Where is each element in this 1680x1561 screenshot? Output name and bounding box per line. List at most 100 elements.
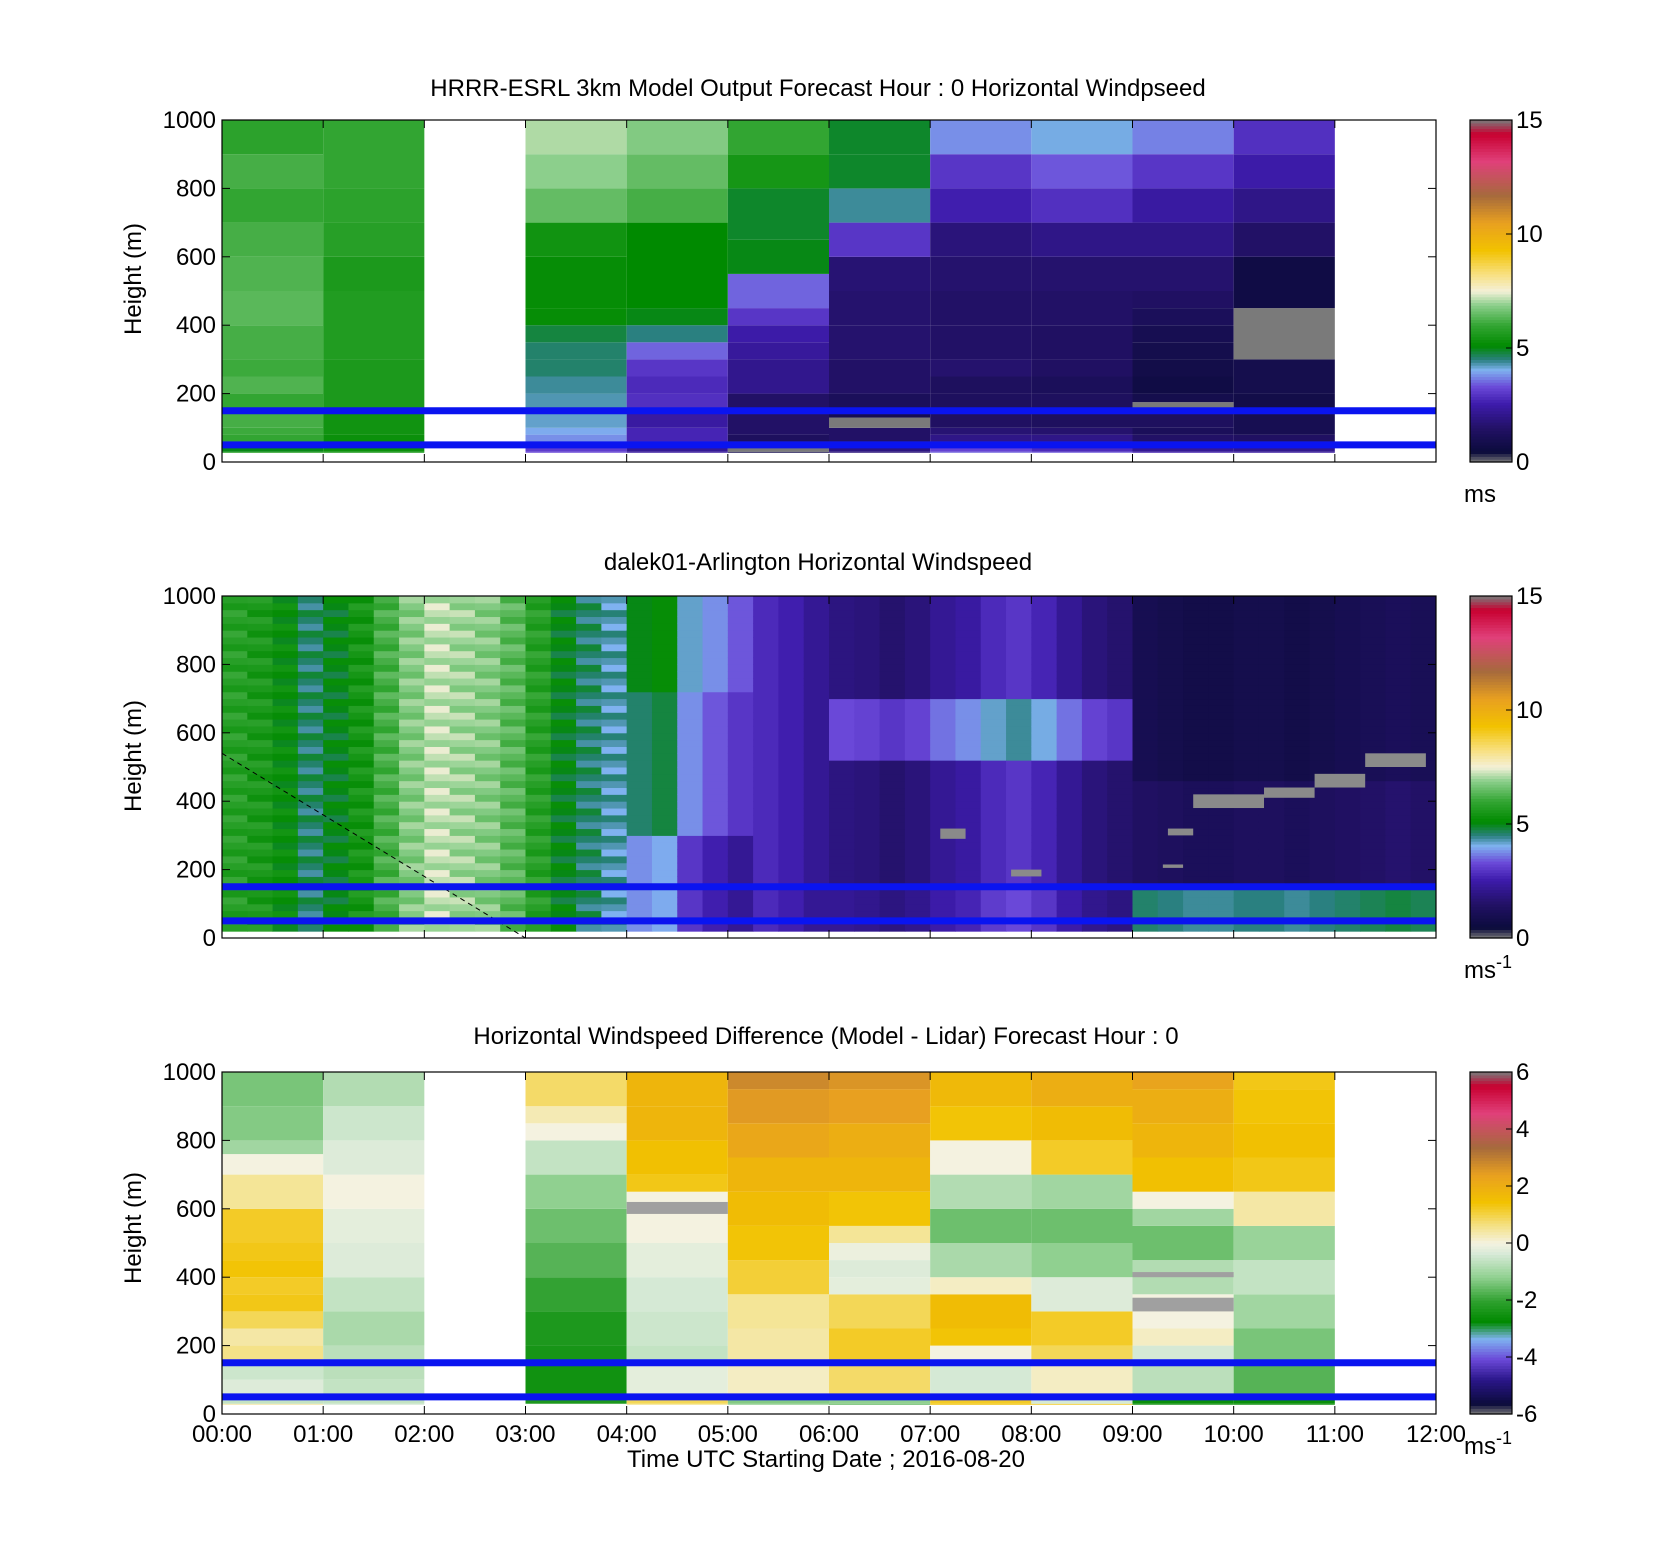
heatmap-cell bbox=[1031, 910, 1058, 918]
heatmap-cell bbox=[1031, 855, 1058, 864]
colorbar-segment bbox=[1470, 228, 1512, 232]
heatmap-cell bbox=[778, 691, 805, 700]
heatmap-cell bbox=[550, 643, 577, 652]
heatmap-cell bbox=[1157, 855, 1184, 864]
heatmap-cell bbox=[449, 924, 476, 932]
heatmap-cell bbox=[955, 835, 982, 843]
colorbar-segment bbox=[1470, 835, 1512, 839]
heatmap-cell bbox=[651, 643, 678, 652]
heatmap-cell bbox=[1157, 773, 1184, 782]
heatmap-cell bbox=[955, 842, 982, 850]
heatmap-cell bbox=[803, 602, 830, 611]
heatmap-cell bbox=[424, 896, 451, 905]
heatmap-cell bbox=[778, 678, 805, 686]
heatmap-cell bbox=[550, 890, 577, 898]
y-tick-label: 400 bbox=[176, 788, 216, 815]
heatmap-cell bbox=[651, 630, 678, 638]
heatmap-cell bbox=[1132, 446, 1234, 452]
heatmap-cell bbox=[525, 120, 627, 155]
x-tick-label: 07:00 bbox=[900, 1421, 960, 1448]
heatmap-cell bbox=[1031, 862, 1058, 871]
heatmap-cell bbox=[399, 835, 425, 843]
heatmap-cell bbox=[1031, 154, 1133, 189]
heatmap-cell bbox=[677, 691, 704, 700]
heatmap-cell bbox=[1233, 609, 1260, 618]
heatmap-cell bbox=[550, 650, 577, 659]
heatmap-cell bbox=[500, 650, 526, 659]
heatmap-cell bbox=[626, 849, 653, 857]
heatmap-cell bbox=[1385, 609, 1412, 618]
heatmap-cell bbox=[525, 650, 552, 659]
heatmap-cell bbox=[424, 835, 451, 843]
heatmap-cell bbox=[222, 705, 248, 713]
colorbar-segment bbox=[1470, 1402, 1512, 1407]
heatmap-cell bbox=[1233, 835, 1260, 843]
heatmap-cell bbox=[222, 657, 248, 665]
heatmap-cell bbox=[829, 746, 855, 754]
heatmap-cell bbox=[1385, 835, 1412, 843]
heatmap-cell bbox=[348, 808, 375, 816]
heatmap-cell bbox=[1031, 657, 1058, 665]
heatmap-cell bbox=[753, 808, 779, 816]
heatmap-cell bbox=[1107, 630, 1133, 638]
heatmap-cell bbox=[1183, 739, 1209, 747]
heatmap-cell bbox=[904, 773, 931, 782]
heatmap-cell bbox=[449, 794, 476, 802]
colorbar-segment bbox=[1470, 712, 1512, 717]
heatmap-cell bbox=[1107, 678, 1133, 686]
heatmap-cell bbox=[1132, 890, 1159, 898]
heatmap-cell bbox=[677, 794, 704, 802]
heatmap-cell bbox=[1056, 643, 1083, 652]
heatmap-cell bbox=[297, 712, 324, 720]
heatmap-cell bbox=[904, 671, 931, 679]
heatmap-cell bbox=[803, 637, 830, 645]
heatmap-cell bbox=[1056, 808, 1083, 816]
heatmap-cell bbox=[576, 609, 602, 618]
heatmap-cell bbox=[348, 698, 375, 706]
heatmap-cell bbox=[1410, 602, 1437, 611]
heatmap-cell bbox=[1208, 869, 1235, 877]
colorbar-segment bbox=[1470, 1280, 1512, 1284]
heatmap-cell bbox=[272, 835, 299, 843]
heatmap-cell bbox=[1006, 808, 1032, 816]
heatmap-cell bbox=[1132, 767, 1159, 775]
heatmap-cell bbox=[904, 664, 931, 672]
heatmap-cell bbox=[1410, 657, 1437, 665]
heatmap-cell bbox=[1157, 760, 1184, 768]
colorbar-segment bbox=[1470, 772, 1512, 777]
heatmap-cell bbox=[601, 896, 628, 905]
heatmap-cell bbox=[373, 801, 400, 809]
heatmap-cell bbox=[1132, 869, 1159, 877]
heatmap-cell bbox=[727, 678, 754, 686]
colorbar-segment bbox=[1470, 684, 1512, 688]
heatmap-cell bbox=[753, 773, 779, 782]
colorbar-segment bbox=[1470, 604, 1512, 608]
heatmap-cell bbox=[297, 903, 324, 912]
heatmap-cell bbox=[576, 821, 602, 830]
heatmap-cell bbox=[247, 767, 274, 775]
heatmap-cell bbox=[1107, 814, 1133, 823]
heatmap-cell bbox=[348, 616, 375, 624]
heatmap-cell bbox=[651, 808, 678, 816]
heatmap-cell bbox=[474, 814, 501, 823]
heatmap-cell bbox=[1107, 760, 1133, 768]
heatmap-cell bbox=[550, 630, 577, 638]
heatmap-cell bbox=[1334, 623, 1361, 631]
heatmap-cell bbox=[449, 719, 476, 727]
heatmap-cell bbox=[1385, 773, 1412, 782]
colorbar-segment bbox=[1470, 1314, 1512, 1318]
heatmap-cell bbox=[449, 869, 476, 877]
heatmap-cell bbox=[1258, 616, 1285, 624]
heatmap-cell bbox=[449, 712, 476, 720]
heatmap-cell bbox=[373, 910, 400, 918]
heatmap-cell bbox=[803, 753, 830, 761]
heatmap-cell bbox=[1233, 630, 1260, 638]
heatmap-cell bbox=[272, 890, 299, 898]
heatmap-cell bbox=[1334, 746, 1361, 754]
colorbar-segment bbox=[1470, 920, 1512, 925]
heatmap-cell bbox=[601, 650, 628, 659]
colorbar-segment bbox=[1470, 769, 1512, 774]
heatmap-cell bbox=[449, 705, 476, 713]
heatmap-cell bbox=[651, 780, 678, 789]
